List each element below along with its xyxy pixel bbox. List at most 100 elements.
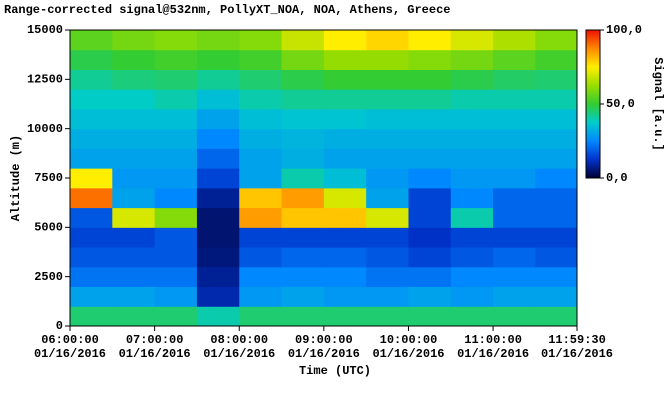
heatmap-cell: [535, 227, 578, 248]
heatmap-cell: [281, 286, 325, 307]
heatmap-cell: [70, 266, 113, 288]
heatmap-cell: [239, 108, 283, 130]
heatmap-cell: [535, 30, 578, 51]
heatmap-cell: [281, 108, 325, 130]
heatmap-cell: [408, 128, 452, 149]
heatmap-cell: [196, 69, 240, 90]
heatmap-cell: [281, 69, 325, 90]
heatmap-cell: [535, 108, 578, 130]
heatmap-cell: [450, 108, 494, 130]
heatmap-cell: [450, 247, 494, 268]
heatmap-cell: [408, 306, 452, 327]
heatmap-cell: [239, 69, 283, 90]
heatmap-cell: [281, 227, 325, 248]
heatmap-cell: [154, 227, 198, 248]
heatmap-cell: [323, 89, 367, 110]
y-tick-label: 10000: [27, 122, 63, 136]
heatmap-cell: [70, 69, 113, 90]
heatmap-cell: [493, 286, 536, 307]
heatmap-cell: [112, 69, 156, 90]
heatmap-cell: [493, 306, 536, 327]
heatmap-cell: [450, 148, 494, 169]
heatmap-cell: [281, 306, 325, 327]
heatmap-cell: [366, 306, 409, 327]
x-tick-label: 07:00:00 01/16/2016: [119, 333, 191, 361]
heatmap-cell: [112, 187, 156, 209]
heatmap-cell: [239, 148, 283, 169]
heatmap-cell: [239, 306, 283, 327]
heatmap-cell: [112, 286, 156, 307]
heatmap-cell: [239, 89, 283, 110]
heatmap-cell: [323, 286, 367, 307]
heatmap-cell: [70, 207, 113, 228]
heatmap-cell: [281, 207, 325, 228]
heatmap-cell: [450, 207, 494, 228]
heatmap-cell: [239, 227, 283, 248]
y-tick-label: 12500: [27, 73, 63, 87]
heatmap-cell: [239, 49, 283, 70]
heatmap-cell: [450, 227, 494, 248]
heatmap-cell: [196, 168, 240, 189]
heatmap-cell: [154, 266, 198, 288]
heatmap-cell: [450, 306, 494, 327]
heatmap-cell: [154, 306, 198, 327]
heatmap-cell: [239, 168, 283, 189]
heatmap-cell: [535, 148, 578, 169]
y-tick-label: 2500: [34, 270, 63, 284]
heatmap-cell: [408, 30, 452, 51]
heatmap-cell: [450, 30, 494, 51]
heatmap-cell: [493, 49, 536, 70]
heatmap-cell: [70, 128, 113, 149]
heatmap-cell: [535, 168, 578, 189]
heatmap-cell: [366, 108, 409, 130]
heatmap-cell: [70, 108, 113, 130]
heatmap-cell: [366, 227, 409, 248]
heatmap-cell: [366, 148, 409, 169]
heatmap-cell: [112, 247, 156, 268]
heatmap-cell: [323, 168, 367, 189]
heatmap-cell: [366, 207, 409, 228]
heatmap-cell: [70, 89, 113, 110]
heatmap-cell: [239, 286, 283, 307]
heatmap-cell: [154, 69, 198, 90]
heatmap-cell: [535, 69, 578, 90]
heatmap-cell: [408, 89, 452, 110]
heatmap-cell: [366, 30, 409, 51]
heatmap-cell: [366, 168, 409, 189]
heatmap-cell: [239, 187, 283, 209]
heatmap-cell: [493, 108, 536, 130]
heatmap-cell: [408, 187, 452, 209]
heatmap-cell: [70, 49, 113, 70]
heatmap-cell: [366, 89, 409, 110]
heatmap-cell: [70, 306, 113, 327]
colorbar-tick-label: 50,0: [606, 97, 635, 111]
heatmap-cell: [408, 227, 452, 248]
colorbar-tick-label: 100,0: [606, 23, 642, 37]
heatmap-cell: [112, 148, 156, 169]
heatmap-cell: [196, 128, 240, 149]
heatmap-cell: [323, 247, 367, 268]
heatmap-cell: [154, 49, 198, 70]
heatmap-cell: [493, 247, 536, 268]
heatmap-cell: [323, 187, 367, 209]
x-tick-label: 11:59:30 01/16/2016: [541, 333, 613, 361]
heatmap-cell: [196, 30, 240, 51]
heatmap-cell: [535, 266, 578, 288]
heatmap: [70, 30, 578, 327]
heatmap-cell: [323, 128, 367, 149]
heatmap-cell: [323, 49, 367, 70]
heatmap-cell: [281, 128, 325, 149]
heatmap-cell: [450, 69, 494, 90]
heatmap-cell: [493, 168, 536, 189]
heatmap-cell: [112, 108, 156, 130]
heatmap-cell: [196, 89, 240, 110]
heatmap-cell: [408, 266, 452, 288]
colorbar-label: Signal [a.u.]: [651, 57, 665, 151]
heatmap-cell: [154, 247, 198, 268]
heatmap-cell: [112, 89, 156, 110]
heatmap-cell: [450, 266, 494, 288]
heatmap-cell: [493, 207, 536, 228]
y-tick-label: 15000: [27, 23, 63, 37]
heatmap-cell: [408, 207, 452, 228]
